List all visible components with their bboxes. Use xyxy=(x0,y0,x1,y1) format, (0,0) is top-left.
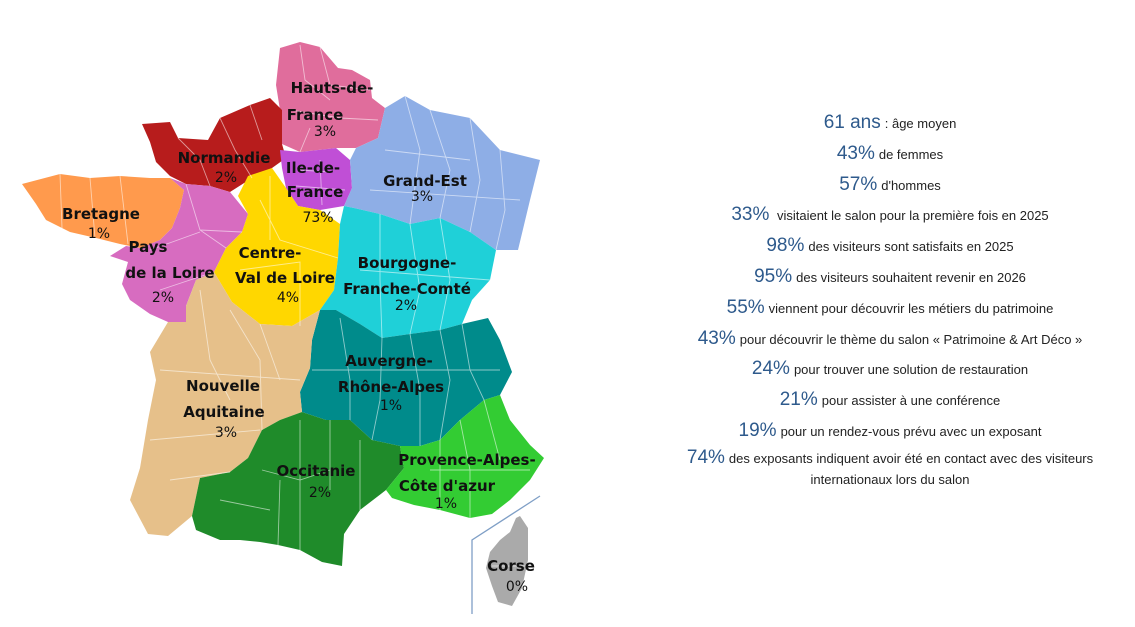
stat-item: 43% de femmes xyxy=(640,139,1135,170)
stat-text: visitaient le salon pour la première foi… xyxy=(773,208,1049,224)
label-ile-de-france-l1: Ile-de- xyxy=(286,159,340,177)
stat-value: 43% xyxy=(697,327,736,349)
label-centre-val-de-loire-l2: Val de Loire xyxy=(235,269,335,287)
stat-text: des visiteurs sont satisfaits en 2025 xyxy=(808,239,1014,255)
stat-text: pour un rendez-vous prévu avec un exposa… xyxy=(780,423,1042,439)
value-grand-est: 3% xyxy=(411,189,433,205)
stat-item: 61 ans: âge moyen xyxy=(640,108,1135,139)
region-ile-de-france xyxy=(280,148,352,210)
value-provence-alpes-cote-dazur: 1% xyxy=(435,496,457,512)
label-bourgogne-franche-comte-l2: Franche-Comté xyxy=(343,280,471,298)
stat-value: 98% xyxy=(766,235,805,257)
value-pays-de-la-loire: 2% xyxy=(152,290,174,306)
stat-text: pour trouver une solution de restauratio… xyxy=(793,362,1029,378)
label-provence-alpes-cote-dazur-l2: Côte d'azur xyxy=(399,477,496,495)
stat-item: 19% pour un rendez-vous prévu avec un exp… xyxy=(640,416,1135,447)
stat-value: 24% xyxy=(751,358,790,380)
region-labels: Hauts-de- France 3% Normandie 2% Ile-de-… xyxy=(62,79,536,595)
label-pays-de-la-loire-l2: de la Loire xyxy=(125,264,214,282)
region-normandie xyxy=(142,98,286,192)
region-provence-alpes-cote-dazur xyxy=(386,395,544,518)
stat-text: d'hommes xyxy=(881,177,941,193)
label-auvergne-rhone-alpes-l1: Auvergne- xyxy=(345,352,432,370)
label-nouvelle-aquitaine-l2: Aquitaine xyxy=(183,403,264,421)
label-hauts-de-france-l2: France xyxy=(287,106,344,124)
stat-value: 61 ans xyxy=(823,112,881,133)
region-bourgogne-franche-comte xyxy=(320,206,496,338)
label-grand-est: Grand-Est xyxy=(383,172,467,190)
visitor-statistics: 61 ans: âge moyen 43% de femmes 57% d'homm… xyxy=(640,108,1135,490)
label-hauts-de-france-l1: Hauts-de- xyxy=(291,79,374,97)
label-occitanie: Occitanie xyxy=(277,462,356,480)
label-provence-alpes-cote-dazur-l1: Provence-Alpes- xyxy=(398,451,535,469)
stat-text-continuation: internationaux lors du salon xyxy=(810,471,970,487)
stat-item: 55% viennent pour découvrir les métiers d… xyxy=(640,293,1135,324)
stat-item: 95% des visiteurs souhaitent revenir en 2… xyxy=(640,262,1135,293)
label-normandie: Normandie xyxy=(178,149,271,167)
value-auvergne-rhone-alpes: 1% xyxy=(380,398,402,414)
value-hauts-de-france: 3% xyxy=(314,124,336,140)
region-auvergne-rhone-alpes xyxy=(300,310,512,446)
value-corse: 0% xyxy=(506,579,528,595)
department-boundaries xyxy=(59,44,530,567)
value-nouvelle-aquitaine: 3% xyxy=(215,425,237,441)
value-centre-val-de-loire: 4% xyxy=(277,290,299,306)
stat-value: 57% xyxy=(839,173,878,195)
label-auvergne-rhone-alpes-l2: Rhône-Alpes xyxy=(338,378,444,396)
stat-value: 43% xyxy=(836,142,875,164)
value-bretagne: 1% xyxy=(88,226,110,242)
label-centre-val-de-loire-l1: Centre- xyxy=(239,244,302,262)
region-grand-est xyxy=(344,96,540,250)
stat-text: : âge moyen xyxy=(884,116,957,131)
stat-item: 33% visitaient le salon pour la première… xyxy=(640,200,1135,231)
stat-value: 19% xyxy=(738,419,777,441)
stat-text: des exposants indiquent avoir été en con… xyxy=(728,450,1094,466)
stat-item: 74% des exposants indiquent avoir été en … xyxy=(640,447,1135,490)
stat-text: pour découvrir le thème du salon « Patri… xyxy=(739,331,1083,347)
stat-value: 21% xyxy=(779,389,818,411)
region-nouvelle-aquitaine xyxy=(130,272,320,536)
stat-item: 24% pour trouver une solution de restaura… xyxy=(640,354,1135,385)
stat-item: 57% d'hommes xyxy=(640,170,1135,201)
label-corse: Corse xyxy=(487,557,535,575)
region-corse xyxy=(486,516,528,606)
value-bourgogne-franche-comte: 2% xyxy=(395,298,417,314)
stat-value: 33% xyxy=(731,204,770,226)
stat-item: 21% pour assister à une conférence xyxy=(640,385,1135,416)
stat-value: 74% xyxy=(686,446,725,468)
region-centre-val-de-loire xyxy=(214,168,340,326)
stat-item: 98% des visiteurs sont satisfaits en 2025 xyxy=(640,231,1135,262)
value-normandie: 2% xyxy=(215,170,237,186)
value-occitanie: 2% xyxy=(309,485,331,501)
corse-inset-frame xyxy=(471,495,541,614)
stat-item: 43% pour découvrir le thème du salon « Pa… xyxy=(640,324,1135,355)
label-ile-de-france-l2: France xyxy=(287,183,344,201)
region-bretagne xyxy=(22,174,184,248)
label-nouvelle-aquitaine-l1: Nouvelle xyxy=(186,377,260,395)
region-occitanie xyxy=(192,412,404,566)
france-regions-map: Hauts-de- France 3% Normandie 2% Ile-de-… xyxy=(22,42,544,614)
stat-text: viennent pour découvrir les métiers du p… xyxy=(768,300,1054,316)
label-pays-de-la-loire-l1: Pays xyxy=(129,238,168,256)
value-ile-de-france: 73% xyxy=(302,210,333,226)
label-bretagne: Bretagne xyxy=(62,205,140,223)
stat-text: pour assister à une conférence xyxy=(821,393,1001,409)
stat-value: 55% xyxy=(726,296,765,318)
label-bourgogne-franche-comte-l1: Bourgogne- xyxy=(358,254,457,272)
stat-text: de femmes xyxy=(878,146,944,162)
region-pays-de-la-loire xyxy=(110,178,248,322)
stat-value: 95% xyxy=(754,265,793,287)
stat-text: des visiteurs souhaitent revenir en 2026 xyxy=(796,269,1026,285)
